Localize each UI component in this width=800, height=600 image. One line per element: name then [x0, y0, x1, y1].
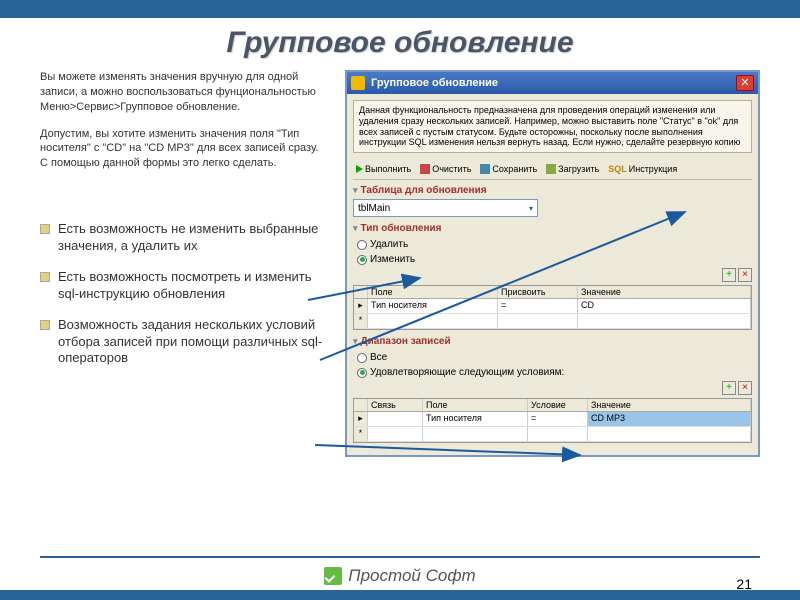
radio-icon — [357, 255, 367, 265]
del-row-button[interactable]: × — [738, 381, 752, 395]
radio-delete[interactable]: Удалить — [357, 239, 408, 250]
table-row[interactable]: * — [354, 427, 751, 442]
logo: Простой Софт — [324, 566, 475, 586]
window-title: Групповое обновление — [371, 77, 736, 89]
radio-change[interactable]: Изменить — [357, 254, 415, 265]
col-field: Поле — [368, 286, 498, 298]
intro-text-2: Допустим, вы хотите изменить значения по… — [40, 127, 325, 172]
bullet-icon — [40, 272, 50, 282]
toolbar: Выполнить Очистить Сохранить Загрузить S… — [353, 159, 752, 180]
radio-icon — [357, 240, 367, 250]
fields-grid[interactable]: Поле Присвоить Значение ▸ Тип носителя =… — [353, 285, 752, 330]
check-icon — [324, 567, 342, 585]
table-section: Таблица для обновления tblMain — [353, 185, 752, 217]
bullet-icon — [40, 320, 50, 330]
titlebar[interactable]: Групповое обновление ✕ — [347, 72, 758, 94]
col-cond: Условие — [528, 399, 588, 411]
conditions-grid[interactable]: Связь Поле Условие Значение ▸ Тип носите… — [353, 398, 752, 443]
clear-icon — [420, 164, 430, 174]
save-icon — [480, 164, 490, 174]
clear-button[interactable]: Очистить — [417, 162, 474, 176]
radio-conditions[interactable]: Удовлетворяющие следующим условиям: — [357, 367, 564, 378]
bottom-border — [0, 590, 800, 600]
update-type-section: Тип обновления Удалить Изменить +× Поле … — [353, 223, 752, 330]
add-row-button[interactable]: + — [722, 381, 736, 395]
load-icon — [546, 164, 556, 174]
table-row[interactable]: ▸ Тип носителя = CD — [354, 299, 751, 314]
col-value: Значение — [578, 286, 751, 298]
app-icon — [351, 76, 365, 90]
save-button[interactable]: Сохранить — [477, 162, 540, 176]
del-row-button[interactable]: × — [738, 268, 752, 282]
intro-text-1: Вы можете изменять значения вручную для … — [40, 70, 325, 115]
run-button[interactable]: Выполнить — [353, 162, 414, 176]
section-label: Тип обновления — [353, 223, 752, 234]
radio-icon — [357, 353, 367, 363]
load-button[interactable]: Загрузить — [543, 162, 602, 176]
page-number: 21 — [736, 576, 752, 592]
row-marker: ▸ — [354, 299, 368, 313]
range-section: Диапазон записей Все Удовлетворяющие сле… — [353, 336, 752, 443]
info-text: Данная функциональность предназначена дл… — [353, 100, 752, 153]
radio-icon — [357, 368, 367, 378]
section-label: Диапазон записей — [353, 336, 752, 347]
top-border — [0, 0, 800, 18]
slide-title: Групповое обновление — [0, 26, 800, 60]
table-combo[interactable]: tblMain — [353, 199, 538, 217]
dialog-window: Групповое обновление ✕ Данная функционал… — [345, 70, 760, 457]
table-row[interactable]: ▸ Тип носителя = CD MP3 — [354, 412, 751, 427]
section-label: Таблица для обновления — [353, 185, 752, 196]
bullet-3: Возможность задания нескольких условий о… — [40, 317, 325, 368]
description-column: Вы можете изменять значения вручную для … — [40, 70, 325, 457]
radio-all[interactable]: Все — [357, 352, 387, 363]
sql-button[interactable]: SQLИнструкция — [605, 162, 680, 176]
footer: Простой Софт 21 — [0, 556, 800, 600]
play-icon — [356, 165, 363, 173]
bullet-1: Есть возможность не изменить выбранные з… — [40, 221, 325, 255]
col-field: Поле — [423, 399, 528, 411]
close-icon[interactable]: ✕ — [736, 75, 754, 91]
col-link: Связь — [368, 399, 423, 411]
col-assign: Присвоить — [498, 286, 578, 298]
add-row-button[interactable]: + — [722, 268, 736, 282]
bullet-2: Есть возможность посмотреть и изменить s… — [40, 269, 325, 303]
table-row[interactable]: * — [354, 314, 751, 329]
bullet-icon — [40, 224, 50, 234]
row-marker: ▸ — [354, 412, 368, 426]
col-value: Значение — [588, 399, 751, 411]
